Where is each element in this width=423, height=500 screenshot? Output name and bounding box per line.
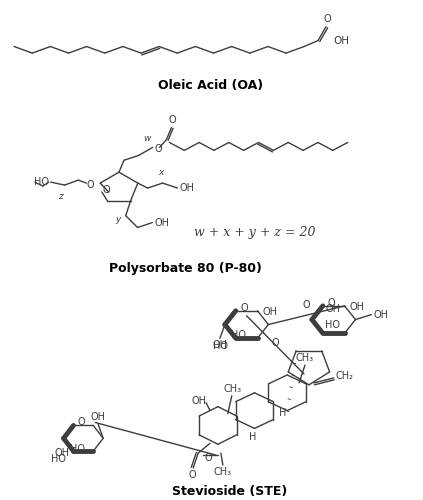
- Text: HO: HO: [231, 330, 246, 340]
- Text: CH₃: CH₃: [224, 384, 242, 394]
- Text: HO: HO: [324, 320, 340, 330]
- Text: x: x: [158, 168, 163, 177]
- Text: Stevioside (STE): Stevioside (STE): [172, 485, 288, 498]
- Text: HO: HO: [213, 341, 228, 351]
- Text: O: O: [303, 300, 310, 310]
- Text: OH: OH: [212, 340, 228, 350]
- Text: O: O: [169, 114, 176, 124]
- Text: OH: OH: [179, 183, 194, 193]
- Text: w: w: [143, 134, 151, 143]
- Text: HO: HO: [51, 454, 66, 464]
- Text: O: O: [155, 144, 162, 154]
- Text: y: y: [115, 214, 121, 224]
- Text: O: O: [188, 470, 196, 480]
- Text: OH: OH: [54, 448, 69, 458]
- Text: w + x + y + z = 20: w + x + y + z = 20: [194, 226, 315, 239]
- Text: O: O: [323, 14, 331, 24]
- Text: O: O: [241, 303, 248, 313]
- Text: OH: OH: [326, 304, 341, 314]
- Text: OH: OH: [350, 302, 365, 312]
- Text: OH: OH: [91, 412, 106, 422]
- Text: O: O: [77, 418, 85, 428]
- Text: O: O: [103, 185, 110, 195]
- Text: O: O: [328, 298, 335, 308]
- Text: O: O: [204, 453, 212, 463]
- Text: OH: OH: [191, 396, 206, 406]
- Text: z: z: [58, 192, 63, 201]
- Text: H: H: [249, 432, 256, 442]
- Text: H: H: [279, 408, 286, 418]
- Text: CH₃: CH₃: [214, 467, 232, 477]
- Text: Oleic Acid (OA): Oleic Acid (OA): [159, 79, 264, 92]
- Text: HO: HO: [70, 444, 85, 454]
- Text: OH: OH: [373, 310, 388, 320]
- Text: CH₂: CH₂: [336, 371, 354, 381]
- Text: O: O: [86, 180, 94, 190]
- Text: OH: OH: [263, 306, 278, 316]
- Text: OH: OH: [333, 36, 349, 46]
- Text: CH₃: CH₃: [296, 353, 314, 363]
- Text: Polysorbate 80 (P-80): Polysorbate 80 (P-80): [109, 262, 262, 275]
- Text: HO: HO: [34, 177, 49, 187]
- Text: OH: OH: [154, 218, 169, 228]
- Text: O: O: [271, 338, 279, 348]
